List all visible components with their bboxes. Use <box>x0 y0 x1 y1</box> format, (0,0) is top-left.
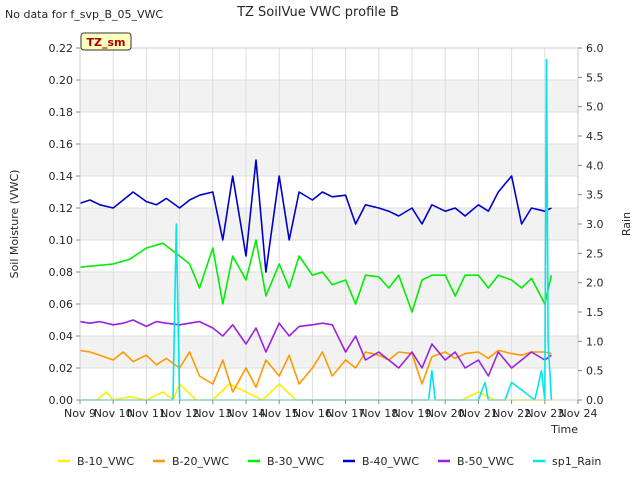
x-tick-label: Nov 18 <box>359 407 398 420</box>
y2-tick-label: 2.5 <box>586 247 604 260</box>
y2-tick-label: 3.0 <box>586 218 604 231</box>
y2-tick-label: 0.5 <box>586 365 604 378</box>
chart-title: TZ SoilVue VWC profile B <box>236 5 399 20</box>
y-axis-ticks: 0.00 0.02 0.04 0.06 0.08 0.10 0.12 0.14 0.16 0.18… <box>49 42 80 407</box>
plot-band <box>80 48 578 80</box>
y-tick-label: 0.08 <box>49 266 74 279</box>
legend-label: B-30_VWC <box>267 455 324 468</box>
y-tick-label: 0.10 <box>49 234 74 247</box>
y2-tick-label: 1.5 <box>586 306 604 319</box>
x-tick-label: Nov 20 <box>426 407 465 420</box>
y-tick-label: 0.04 <box>49 330 74 343</box>
y-tick-label: 0.14 <box>49 170 74 183</box>
plot-band <box>80 80 578 112</box>
plot-band <box>80 176 578 208</box>
y2-tick-label: 5.5 <box>586 71 604 84</box>
legend-label: B-10_VWC <box>77 455 134 468</box>
series-line-B-30_VWC <box>79 239 553 313</box>
y2-axis-label: Rain <box>620 212 633 236</box>
y-tick-label: 0.20 <box>49 74 74 87</box>
plot-band <box>80 304 578 336</box>
site-tag: TZ_sm <box>80 32 132 51</box>
y2-tick-label: 2.0 <box>586 277 604 290</box>
x-tick-label: Nov 23 <box>525 407 564 420</box>
y-tick-label: 0.16 <box>49 138 74 151</box>
x-tick-label: Nov 24 <box>559 407 598 420</box>
legend-label: B-40_VWC <box>362 455 419 468</box>
legend-label: B-20_VWC <box>172 455 229 468</box>
plot-band <box>80 208 578 240</box>
x-tick-label: Nov 11 <box>127 407 166 420</box>
y-tick-label: 0.12 <box>49 202 74 215</box>
x-tick-label: Nov 10 <box>94 407 133 420</box>
series-line-B-40_VWC <box>79 159 552 273</box>
x-tick-label: Nov 21 <box>459 407 498 420</box>
plot-band <box>80 368 578 400</box>
plot-background <box>80 48 578 400</box>
legend-label: B-50_VWC <box>457 455 514 468</box>
x-tick-label: Nov 12 <box>160 407 199 420</box>
plot-band <box>80 336 578 368</box>
x-tick-label: Nov 15 <box>260 407 299 420</box>
y2-tick-label: 3.5 <box>586 189 604 202</box>
y-tick-label: 0.02 <box>49 362 74 375</box>
x-tick-label: Nov 19 <box>393 407 432 420</box>
x-tick-label: Nov 13 <box>193 407 232 420</box>
plot-band <box>80 112 578 144</box>
y-tick-label: 0.18 <box>49 106 74 119</box>
x-tick-label: Nov 16 <box>293 407 332 420</box>
x-axis-label: Time <box>550 423 578 436</box>
x-tick-label: Nov 22 <box>492 407 531 420</box>
x-tick-label: Nov 14 <box>227 407 266 420</box>
series-line-B-50_VWC <box>79 319 552 377</box>
y2-tick-label: 4.0 <box>586 159 604 172</box>
y2-tick-label: 1.0 <box>586 335 604 348</box>
legend-label: sp1_Rain <box>552 455 601 468</box>
site-tag-label: TZ_sm <box>87 36 126 49</box>
plot-band <box>80 272 578 304</box>
y-axis-label: Soil Moisture (VWC) <box>8 170 21 279</box>
y-tick-label: 0.06 <box>49 298 74 311</box>
x-tick-label: Nov 9 <box>64 407 96 420</box>
y2-axis-ticks: 0.0 0.5 1.0 1.5 2.0 2.5 3.0 3.5 4.0 4.5 5.0 5.5 6.0 <box>578 42 604 407</box>
y2-tick-label: 4.5 <box>586 130 604 143</box>
plot-band <box>80 144 578 176</box>
legend: B-10_VWC B-20_VWC B-30_VWC B-40_VWC B-50_VWC… <box>58 455 601 468</box>
x-tick-label: Nov 17 <box>326 407 365 420</box>
series-line-B-20_VWC <box>79 349 552 393</box>
y2-tick-label: 5.0 <box>586 101 604 114</box>
y2-tick-label: 6.0 <box>586 42 604 55</box>
y-tick-label: 0.00 <box>49 394 74 407</box>
y-tick-label: 0.22 <box>49 42 74 55</box>
no-data-note: No data for f_svp_B_05_VWC <box>5 8 163 21</box>
y2-tick-label: 0.0 <box>586 394 604 407</box>
plot-band <box>80 240 578 272</box>
